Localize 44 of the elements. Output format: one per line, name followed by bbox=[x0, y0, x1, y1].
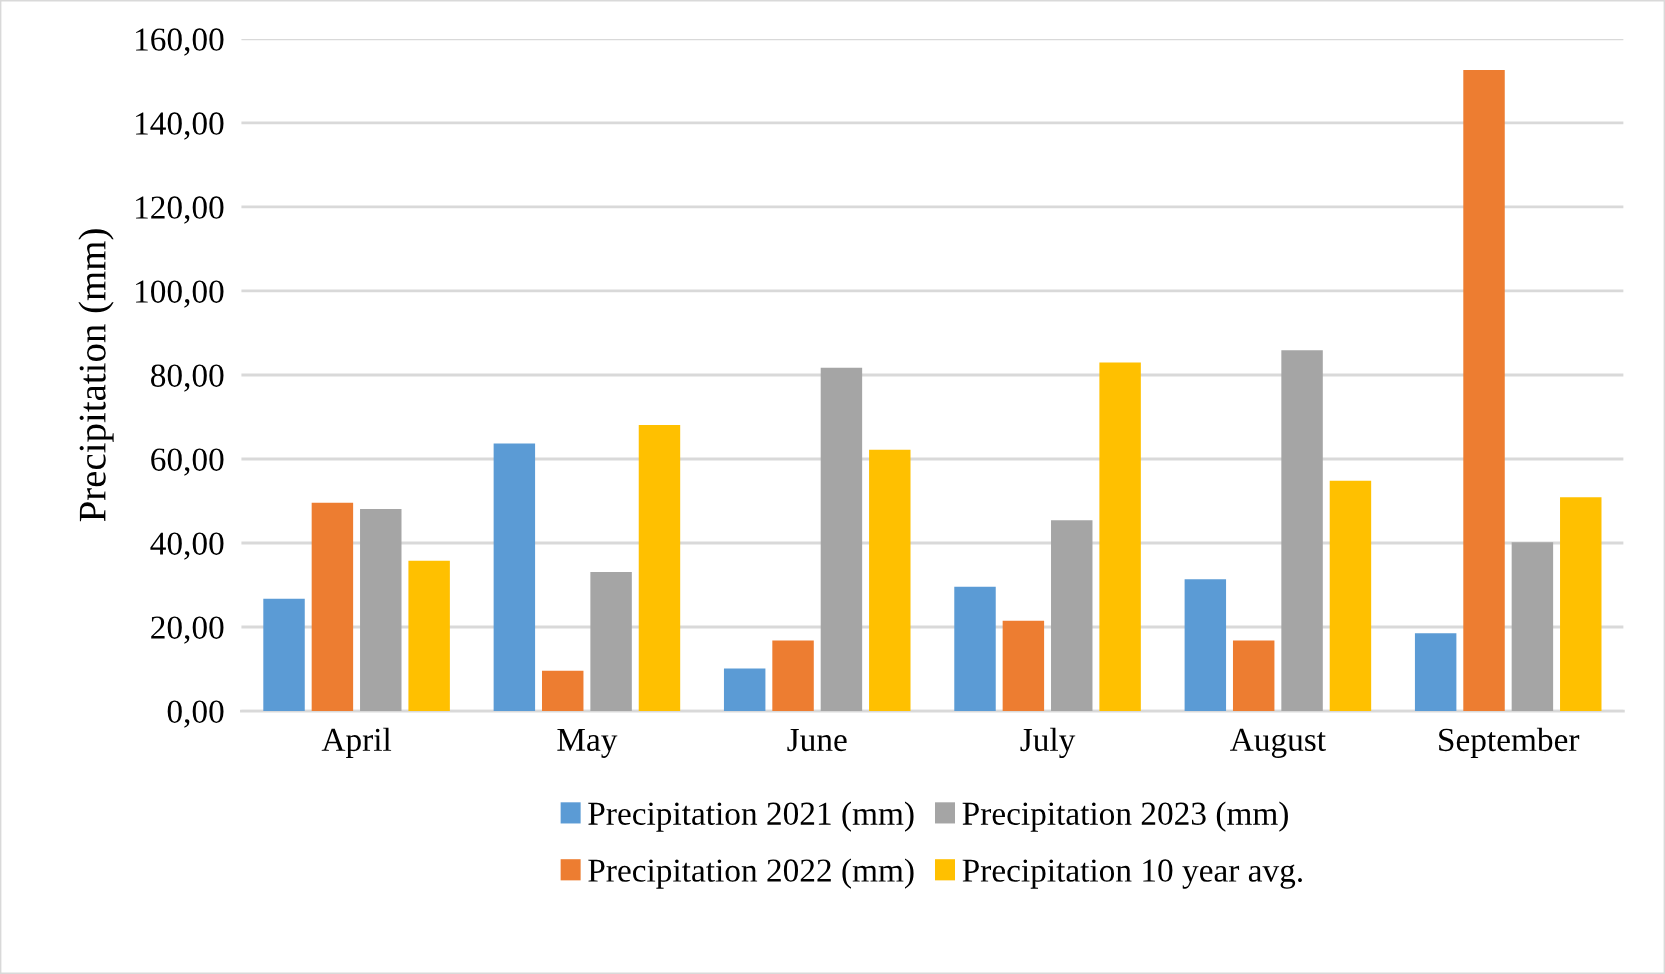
y-axis-title: Precipitation (mm) bbox=[78, 229, 114, 522]
y-tick-label: 100,00 bbox=[136, 280, 224, 308]
bar bbox=[1414, 633, 1457, 712]
y-tick-label: 160,00 bbox=[136, 28, 224, 56]
y-tick-label: 0,00 bbox=[167, 700, 224, 728]
x-tick-label: August bbox=[1230, 728, 1326, 758]
x-tick-label: June bbox=[787, 728, 847, 752]
legend-label: Precipitation 2023 (mm) bbox=[962, 801, 1288, 832]
bar bbox=[590, 571, 632, 712]
bar bbox=[723, 668, 766, 712]
bar bbox=[1002, 620, 1045, 712]
y-tick-label: 20,00 bbox=[151, 616, 224, 644]
bar bbox=[1511, 542, 1554, 712]
bar bbox=[954, 586, 996, 712]
bar bbox=[1560, 497, 1602, 712]
bar bbox=[408, 560, 450, 712]
bar bbox=[638, 424, 681, 712]
x-tick-label: September bbox=[1439, 727, 1580, 758]
bar bbox=[1463, 70, 1505, 712]
legend-label: Precipitation 10 year avg. bbox=[962, 859, 1302, 889]
bar bbox=[772, 640, 814, 712]
bar bbox=[542, 670, 584, 712]
legend-label: Precipitation 2021 (mm) bbox=[588, 801, 914, 832]
bar bbox=[493, 443, 536, 712]
bar bbox=[1184, 579, 1227, 712]
y-tick-label: 60,00 bbox=[151, 448, 224, 476]
legend-label: Precipitation 2022 (mm) bbox=[588, 858, 914, 889]
bar bbox=[1099, 362, 1141, 712]
bar bbox=[1281, 350, 1323, 712]
x-tick-label: July bbox=[1020, 727, 1076, 759]
bar bbox=[820, 367, 863, 712]
y-tick-label: 80,00 bbox=[151, 364, 224, 392]
bar bbox=[869, 449, 911, 712]
bar bbox=[263, 598, 305, 712]
x-tick-label: May bbox=[557, 728, 618, 758]
y-tick-label: 140,00 bbox=[136, 112, 224, 140]
y-tick-label: 120,00 bbox=[136, 196, 224, 224]
bar bbox=[1232, 640, 1275, 712]
x-tick-label: April bbox=[321, 727, 392, 758]
bar bbox=[1051, 520, 1093, 712]
bar bbox=[360, 508, 402, 712]
bar bbox=[1329, 480, 1372, 712]
y-tick-label: 40,00 bbox=[150, 532, 224, 560]
bar bbox=[311, 502, 354, 712]
